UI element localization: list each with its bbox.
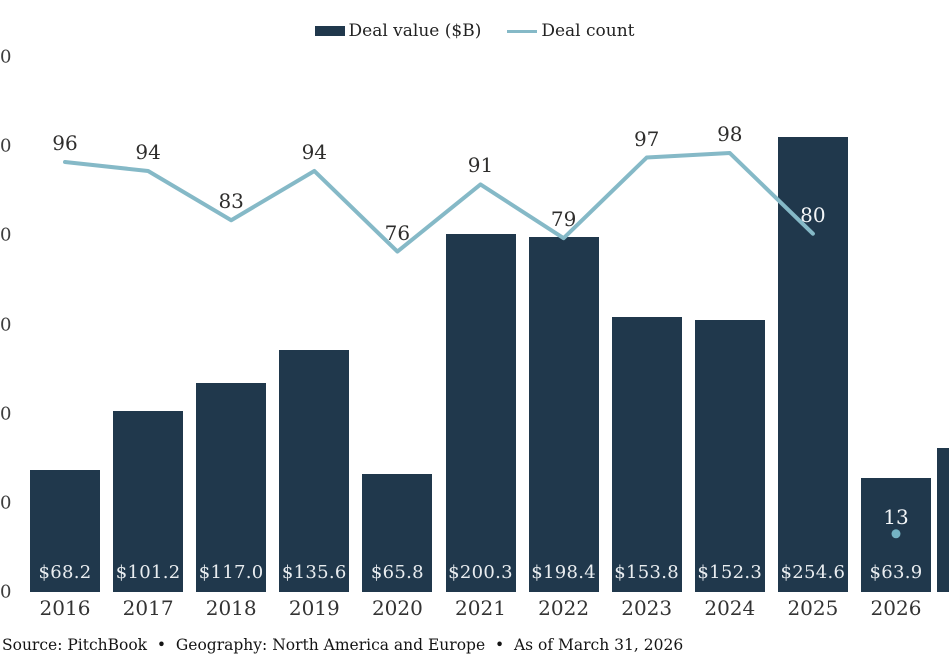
legend-label-deal-value: Deal value ($B): [348, 21, 482, 41]
count-label-2019: 94: [301, 139, 328, 164]
bar-2018: $117.0: [196, 382, 267, 592]
bar-2019: $135.6: [279, 349, 350, 592]
partial-bar-fragment: [937, 448, 949, 592]
bar-2022: $198.4: [528, 237, 599, 592]
legend-item-deal-value: Deal value ($B): [314, 21, 482, 41]
x-axis-label-2016: 2016: [39, 596, 91, 620]
deal-value-swatch-icon: [314, 26, 345, 36]
bar-2024: $152.3: [694, 319, 765, 592]
x-axis-label-2026: 2026: [870, 596, 922, 620]
count-label-2017: 94: [135, 139, 161, 164]
x-axis-label-2019: 2019: [288, 596, 340, 620]
deal-count-swatch-icon: [507, 29, 538, 33]
legend-item-deal-count: Deal count: [507, 21, 635, 41]
bar-value-label-2018: $117.0: [198, 561, 264, 583]
y-axis-tick-label: 0: [0, 492, 12, 514]
bar-value-label-2019: $135.6: [281, 561, 347, 583]
bar-2023: $153.8: [611, 317, 682, 592]
bar-2016: $68.2: [30, 470, 100, 592]
x-axis-label-2025: 2025: [787, 596, 839, 620]
deal-count-point-2026: [891, 529, 901, 539]
bar-value-label-2025: $254.6: [780, 561, 846, 583]
y-axis-tick-label: 0: [0, 403, 12, 425]
bar-value-label-2016: $68.2: [38, 561, 92, 583]
bar-value-label-2017: $101.2: [115, 561, 181, 583]
legend-label-deal-count: Deal count: [541, 21, 635, 41]
source-note: Source: PitchBook • Geography: North Ame…: [2, 636, 684, 654]
bar-2020: $65.8: [362, 474, 433, 592]
y-axis-tick-label: 0: [0, 46, 12, 68]
y-axis-tick-label: 0: [0, 224, 12, 246]
x-axis-label-2017: 2017: [122, 596, 174, 620]
count-label-2025: 80: [800, 202, 826, 227]
count-label-2020: 76: [384, 220, 411, 245]
count-label-2016: 96: [52, 131, 78, 156]
x-axis-label-2023: 2023: [621, 596, 673, 620]
count-label-2026: 13: [883, 504, 909, 529]
count-label-2024: 98: [717, 122, 743, 147]
x-axis-label-2022: 2022: [538, 596, 590, 620]
count-label-2023: 97: [633, 126, 660, 151]
count-label-2022: 79: [550, 207, 577, 232]
bar-value-label-2023: $153.8: [614, 561, 680, 583]
x-axis-label-2018: 2018: [205, 596, 257, 620]
bar-value-label-2026: $63.9: [869, 561, 923, 583]
x-axis-label-2021: 2021: [455, 596, 506, 620]
bar-value-label-2024: $152.3: [697, 561, 763, 583]
bar-value-label-2022: $198.4: [531, 561, 596, 583]
y-axis-tick-label: 0: [0, 314, 12, 335]
y-axis-tick-label: 0: [0, 135, 12, 157]
bar-value-label-2021: $200.3: [448, 561, 513, 583]
y-axis-tick-label: 0: [0, 581, 12, 603]
x-axis-label-2024: 2024: [704, 596, 756, 620]
bar-2017: $101.2: [113, 411, 184, 592]
bar-2021: $200.3: [445, 234, 516, 592]
deal-count-line: [63, 151, 815, 254]
x-axis-label-2020: 2020: [371, 596, 423, 620]
count-label-2018: 83: [218, 189, 244, 214]
bar-value-label-2020: $65.8: [370, 561, 424, 583]
legend: Deal value ($B) Deal count: [0, 21, 949, 41]
count-label-2021: 91: [467, 153, 494, 178]
